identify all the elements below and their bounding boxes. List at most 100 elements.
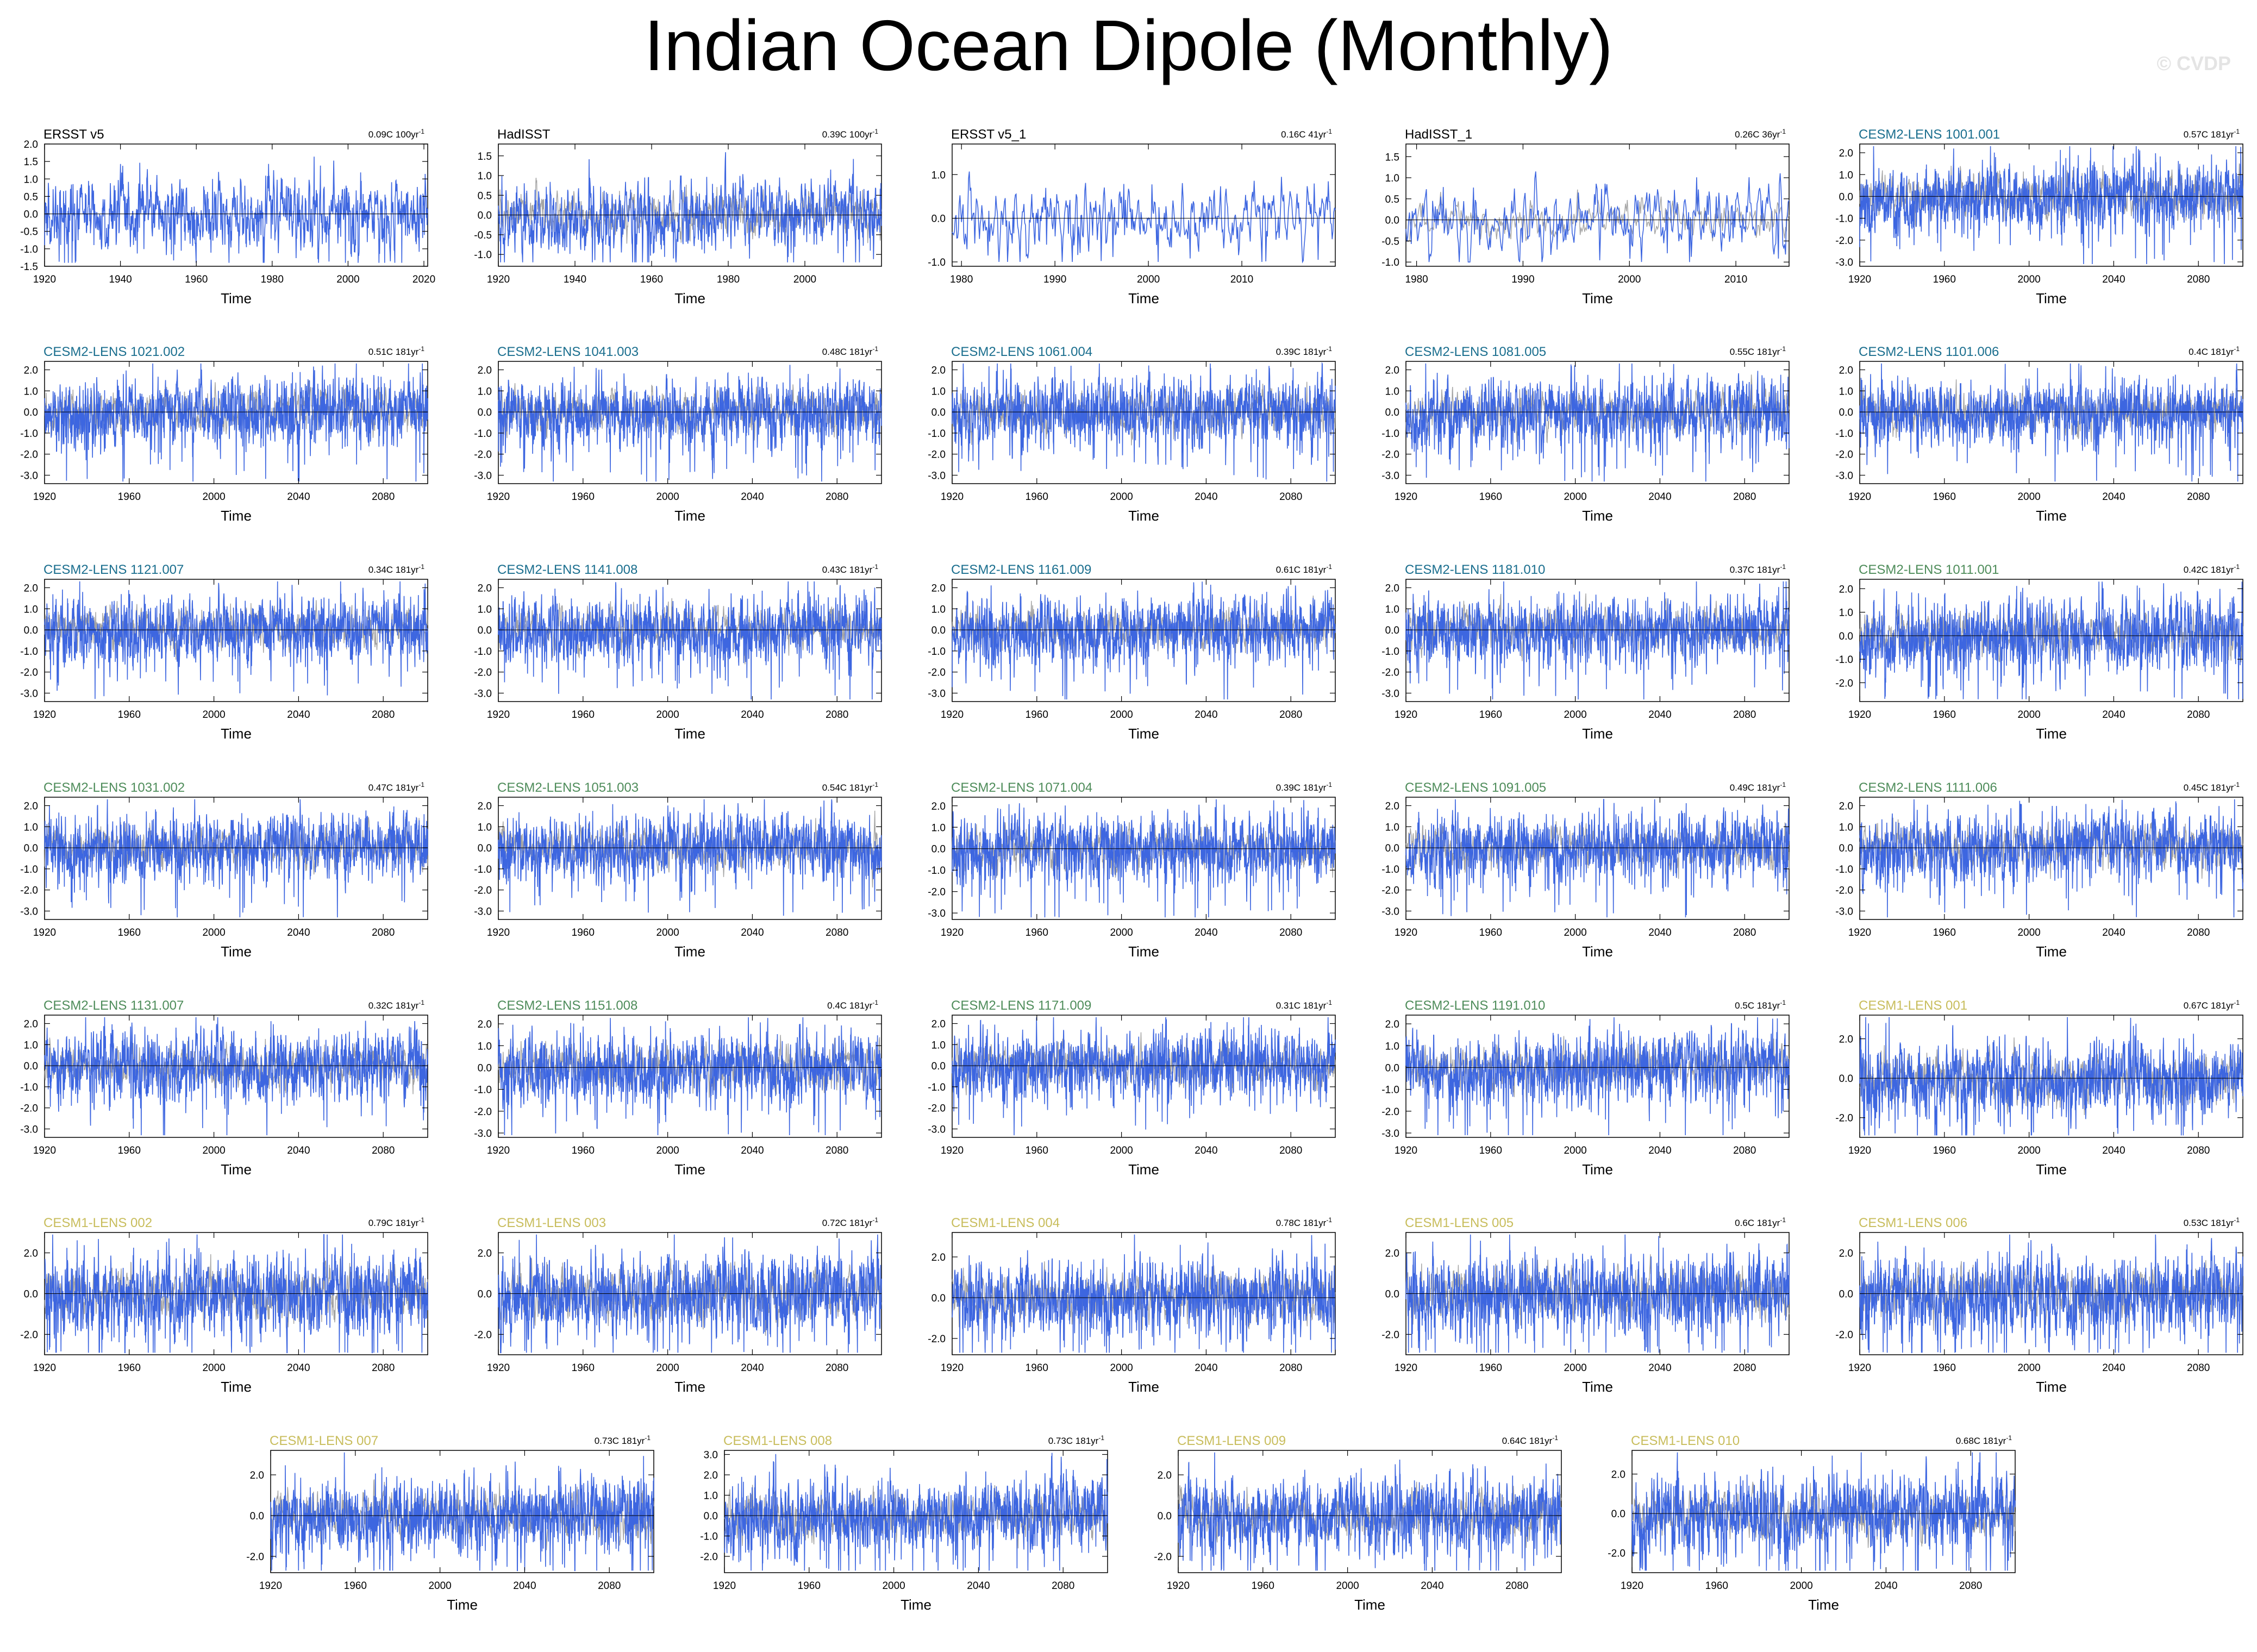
- x-tick-label: 1920: [487, 1362, 510, 1374]
- chart-panel: ERSST v5 0.09C 100yr-1 2.0 1.5 1.0 0.5 0.0 -0.5…: [20, 127, 435, 306]
- series-line: [952, 171, 1336, 264]
- x-tick-label: 2080: [372, 1145, 395, 1156]
- chart-panel: CESM1-LENS 001 0.67C 181yr-1 2.0 0.0 -2.0 192…: [1835, 998, 2243, 1178]
- x-axis-label: Time: [2036, 725, 2067, 742]
- x-axis-label: Time: [221, 725, 252, 742]
- y-tick-label: 0.0: [1839, 631, 1853, 642]
- trend-label: 0.34C 181yr-1: [368, 563, 425, 575]
- x-tick-label: 2000: [202, 491, 225, 503]
- x-axis-label: Time: [1128, 725, 1159, 742]
- x-tick-label: 2000: [1336, 1580, 1359, 1592]
- y-tick-label: 0.0: [1839, 1289, 1853, 1300]
- chart-panel: ERSST v5_1 0.16C 41yr-1 1.0 0.0 -1.0 1980 1990…: [928, 127, 1336, 306]
- y-tick-label: -3.0: [928, 470, 946, 481]
- y-tick-label: -2.0: [20, 1330, 38, 1341]
- trend-label: 0.64C 181yr-1: [1502, 1434, 1559, 1446]
- x-tick-label: 2040: [1648, 491, 1671, 503]
- y-tick-label: 0.0: [1385, 1062, 1399, 1074]
- x-tick-label: 1960: [118, 491, 141, 503]
- trend-label: 0.32C 181yr-1: [368, 999, 425, 1011]
- x-axis-label: Time: [447, 1597, 478, 1613]
- x-tick-label: 2040: [1195, 1362, 1217, 1374]
- y-tick-label: 1.0: [931, 170, 946, 181]
- chart-panel: CESM1-LENS 009 0.64C 181yr-1 2.0 0.0 -2.0 192…: [1154, 1434, 1562, 1613]
- x-tick-label: 2080: [2187, 491, 2210, 503]
- panel-title: CESM1-LENS 005: [1405, 1216, 1514, 1230]
- x-tick-label: 2040: [741, 1145, 764, 1156]
- x-tick-label: 1920: [1395, 709, 1417, 721]
- y-tick-label: 1.0: [1839, 822, 1853, 833]
- y-tick-label: -3.0: [474, 1128, 492, 1140]
- y-tick-label: 2.0: [1839, 148, 1853, 159]
- x-axis-label: Time: [2036, 290, 2067, 306]
- x-tick-label: 1920: [33, 274, 56, 285]
- trend-label: 0.43C 181yr-1: [822, 563, 879, 575]
- y-tick-label: -1.0: [20, 1082, 38, 1093]
- x-tick-label: 1960: [1933, 1362, 1956, 1374]
- x-tick-label: 1960: [1479, 491, 1502, 503]
- x-tick-label: 2000: [428, 1580, 451, 1592]
- y-tick-label: -1.0: [20, 646, 38, 658]
- panel-title: CESM2-LENS 1181.010: [1405, 562, 1545, 577]
- x-tick-label: 2040: [287, 1145, 310, 1156]
- x-axis-label: Time: [221, 1161, 252, 1178]
- x-tick-label: 1920: [33, 709, 56, 721]
- y-tick-label: 0.0: [478, 625, 492, 636]
- series-line: [498, 152, 882, 262]
- x-tick-label: 1960: [572, 491, 595, 503]
- y-tick-label: 0.0: [478, 210, 492, 222]
- y-tick-label: 0.0: [931, 407, 946, 418]
- x-tick-label: 1960: [1252, 1580, 1274, 1592]
- y-tick-label: -1.0: [1381, 864, 1399, 875]
- y-tick-label: 1.0: [1839, 386, 1853, 397]
- panel-title: CESM1-LENS 008: [723, 1434, 832, 1448]
- chart-panel: CESM2-LENS 1151.008 0.4C 181yr-1 2.0 1.0 0.0…: [474, 998, 882, 1178]
- y-tick-label: -1.0: [928, 646, 946, 658]
- series-line: [1859, 799, 2243, 918]
- x-tick-label: 2000: [2017, 1362, 2040, 1374]
- trend-label: 0.61C 181yr-1: [1276, 563, 1333, 575]
- x-axis-label: Time: [1128, 943, 1159, 960]
- y-tick-label: 1.5: [1385, 152, 1399, 163]
- trend-label: 0.79C 181yr-1: [368, 1216, 425, 1228]
- y-tick-label: -1.0: [474, 646, 492, 658]
- y-tick-label: -3.0: [474, 470, 492, 481]
- x-tick-label: 1920: [33, 927, 56, 938]
- y-tick-label: -2.0: [1154, 1551, 1172, 1563]
- y-tick-label: -2.0: [20, 449, 38, 461]
- x-tick-label: 1960: [1026, 709, 1048, 721]
- x-tick-label: 2080: [2187, 1145, 2210, 1156]
- y-tick-label: 1.0: [478, 171, 492, 182]
- series-line: [724, 1453, 1108, 1571]
- y-tick-label: 2.0: [250, 1470, 264, 1481]
- x-tick-label: 1940: [109, 274, 132, 285]
- y-tick-label: -2.0: [474, 1106, 492, 1118]
- chart-panel: CESM2-LENS 1191.010 0.5C 181yr-1 2.0 1.0 0.0…: [1381, 998, 1790, 1178]
- x-tick-label: 2000: [2017, 274, 2040, 285]
- x-tick-label: 2080: [2187, 709, 2210, 721]
- x-tick-label: 1960: [1933, 927, 1956, 938]
- y-tick-label: -3.0: [928, 1124, 946, 1135]
- x-tick-label: 1920: [33, 1362, 56, 1374]
- y-tick-label: -2.0: [928, 887, 946, 898]
- chart-panel: CESM2-LENS 1081.005 0.55C 181yr-1 2.0 1.0 0.…: [1381, 345, 1790, 524]
- series-line: [1859, 1017, 2243, 1136]
- trend-label: 0.53C 181yr-1: [2184, 1216, 2240, 1228]
- x-tick-label: 2080: [1279, 927, 1302, 938]
- y-tick-label: -3.0: [474, 688, 492, 699]
- x-tick-label: 1920: [487, 491, 510, 503]
- panel-title: CESM2-LENS 1111.006: [1859, 780, 1997, 795]
- y-tick-label: -3.0: [20, 906, 38, 917]
- y-tick-label: 2.0: [931, 583, 946, 595]
- panel-title: CESM1-LENS 003: [497, 1216, 606, 1230]
- x-tick-label: 1920: [1848, 709, 1871, 721]
- x-tick-label: 1920: [1848, 927, 1871, 938]
- x-tick-label: 2000: [336, 274, 359, 285]
- y-tick-label: 0.0: [24, 843, 38, 854]
- x-tick-label: 2040: [287, 709, 310, 721]
- y-tick-label: -3.0: [20, 1124, 38, 1135]
- y-tick-label: -1.0: [1835, 864, 1853, 875]
- x-axis-label: Time: [1808, 1597, 1839, 1613]
- x-tick-label: 1960: [1933, 1145, 1956, 1156]
